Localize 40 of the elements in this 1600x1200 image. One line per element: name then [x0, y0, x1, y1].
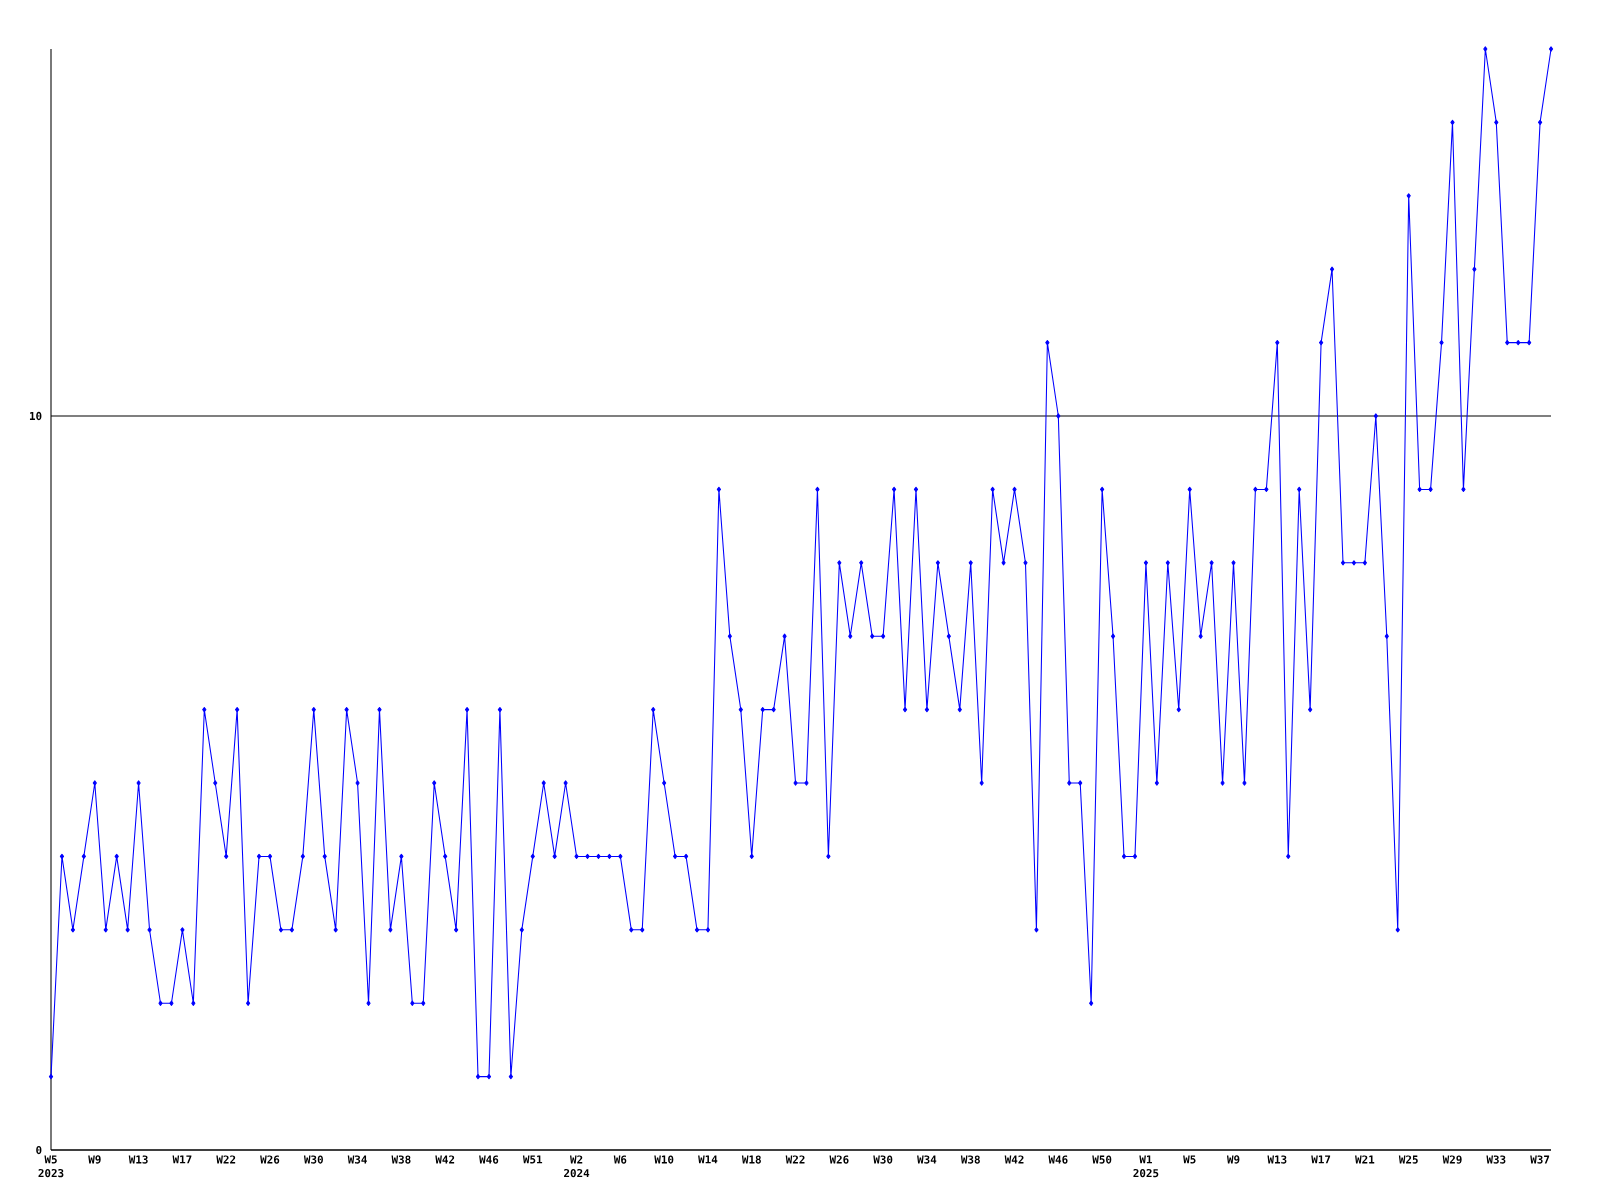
x-tick-label: W22: [216, 1155, 236, 1164]
x-tick-label: W21: [1355, 1155, 1375, 1164]
x-tick-label: W42: [1004, 1155, 1024, 1164]
x-tick-label: W38: [391, 1155, 411, 1164]
x-tick-label: W50: [1092, 1155, 1112, 1164]
x-tick-label: W9: [88, 1155, 101, 1164]
x-tick-label: W13: [128, 1155, 148, 1164]
x-tick-label: W2: [570, 1155, 583, 1164]
x-tick-label: W5: [44, 1155, 57, 1164]
x-tick-label: W13: [1267, 1155, 1287, 1164]
x-tick-label: W10: [654, 1155, 674, 1164]
x-tick-label: W26: [260, 1155, 280, 1164]
x-tick-label: W30: [873, 1155, 893, 1164]
x-tick-label: W18: [741, 1155, 761, 1164]
x-tick-label: W5: [1183, 1155, 1196, 1164]
x-tick-label: W37: [1530, 1155, 1550, 1164]
y-tick-label: 10: [29, 411, 42, 421]
x-tick-label: W1: [1139, 1155, 1152, 1164]
x-tick-label: W51: [522, 1155, 543, 1164]
x-tick-label: W42: [435, 1155, 455, 1164]
text: 2024: [564, 1168, 590, 1178]
x-tick-label: W34: [917, 1155, 937, 1164]
x-tick-label: W6: [613, 1155, 627, 1164]
x-tick-label: W34: [347, 1155, 367, 1164]
y-tick-label: 0: [36, 1145, 42, 1155]
x-tick-label: W17: [172, 1155, 192, 1164]
x-tick-label: W30: [303, 1155, 323, 1164]
x-tick-label: W46: [1048, 1155, 1068, 1164]
x-tick-label: W46: [479, 1155, 499, 1164]
x-tick-label: W38: [960, 1155, 980, 1164]
x-tick-label: W17: [1311, 1155, 1331, 1164]
text: 2023: [38, 1168, 64, 1178]
x-tick-label: W14: [698, 1155, 718, 1164]
x-tick-label: W29: [1442, 1155, 1462, 1164]
x-tick-label: W25: [1398, 1155, 1418, 1164]
text: 2025: [1133, 1168, 1159, 1178]
x-tick-label: W33: [1486, 1155, 1506, 1164]
x-tick-label: W9: [1226, 1155, 1240, 1164]
x-tick-label: W22: [785, 1155, 805, 1164]
x-tick-label: W26: [829, 1155, 849, 1164]
